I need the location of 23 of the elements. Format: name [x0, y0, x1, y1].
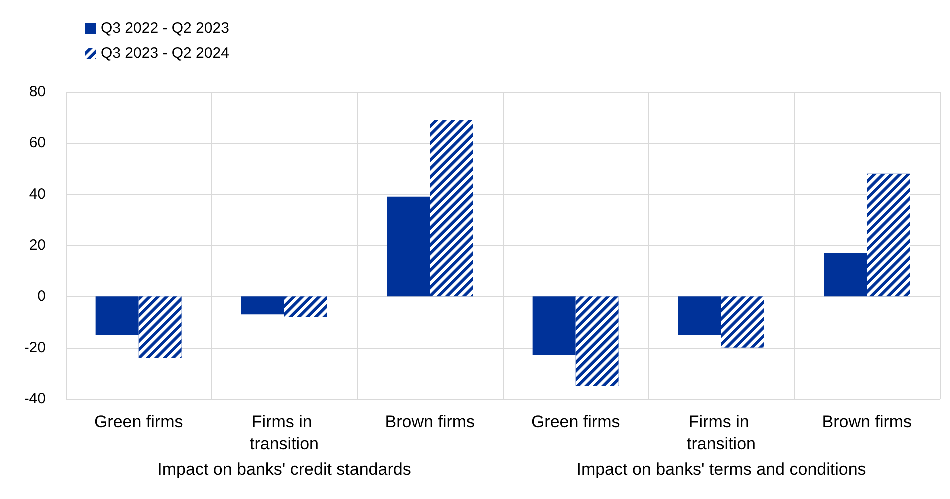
bar — [387, 196, 430, 297]
x-tick-label: Firms in transition — [687, 412, 756, 454]
x-tick-label: Green firms — [531, 412, 620, 432]
bar — [678, 296, 722, 336]
legend-label: Q3 2022 - Q2 2023 — [101, 20, 230, 37]
bar — [96, 296, 139, 336]
x-tick-label: Brown firms — [822, 412, 912, 432]
y-tick-label: 40 — [29, 186, 46, 203]
text: Impact on banks' terms and conditions — [576, 460, 866, 479]
x-tick-label: Firms in transition — [250, 412, 319, 454]
y-tick-label: 20 — [29, 237, 46, 254]
x-tick-label: Brown firms — [385, 412, 476, 432]
bar — [242, 296, 284, 315]
bar — [532, 296, 576, 356]
y-tick-label: 0 — [38, 288, 46, 306]
y-tick-label: 80 — [29, 84, 46, 100]
y-tick-label: -40 — [24, 390, 46, 408]
x-tick-label: Green firms — [94, 412, 184, 432]
y-tick-label: 60 — [29, 134, 46, 152]
bar — [824, 253, 868, 297]
text: Impact on banks' credit standards — [158, 460, 412, 479]
y-tick-label: -20 — [24, 339, 46, 356]
legend-label: Q3 2023 - Q2 2024 — [101, 45, 230, 62]
